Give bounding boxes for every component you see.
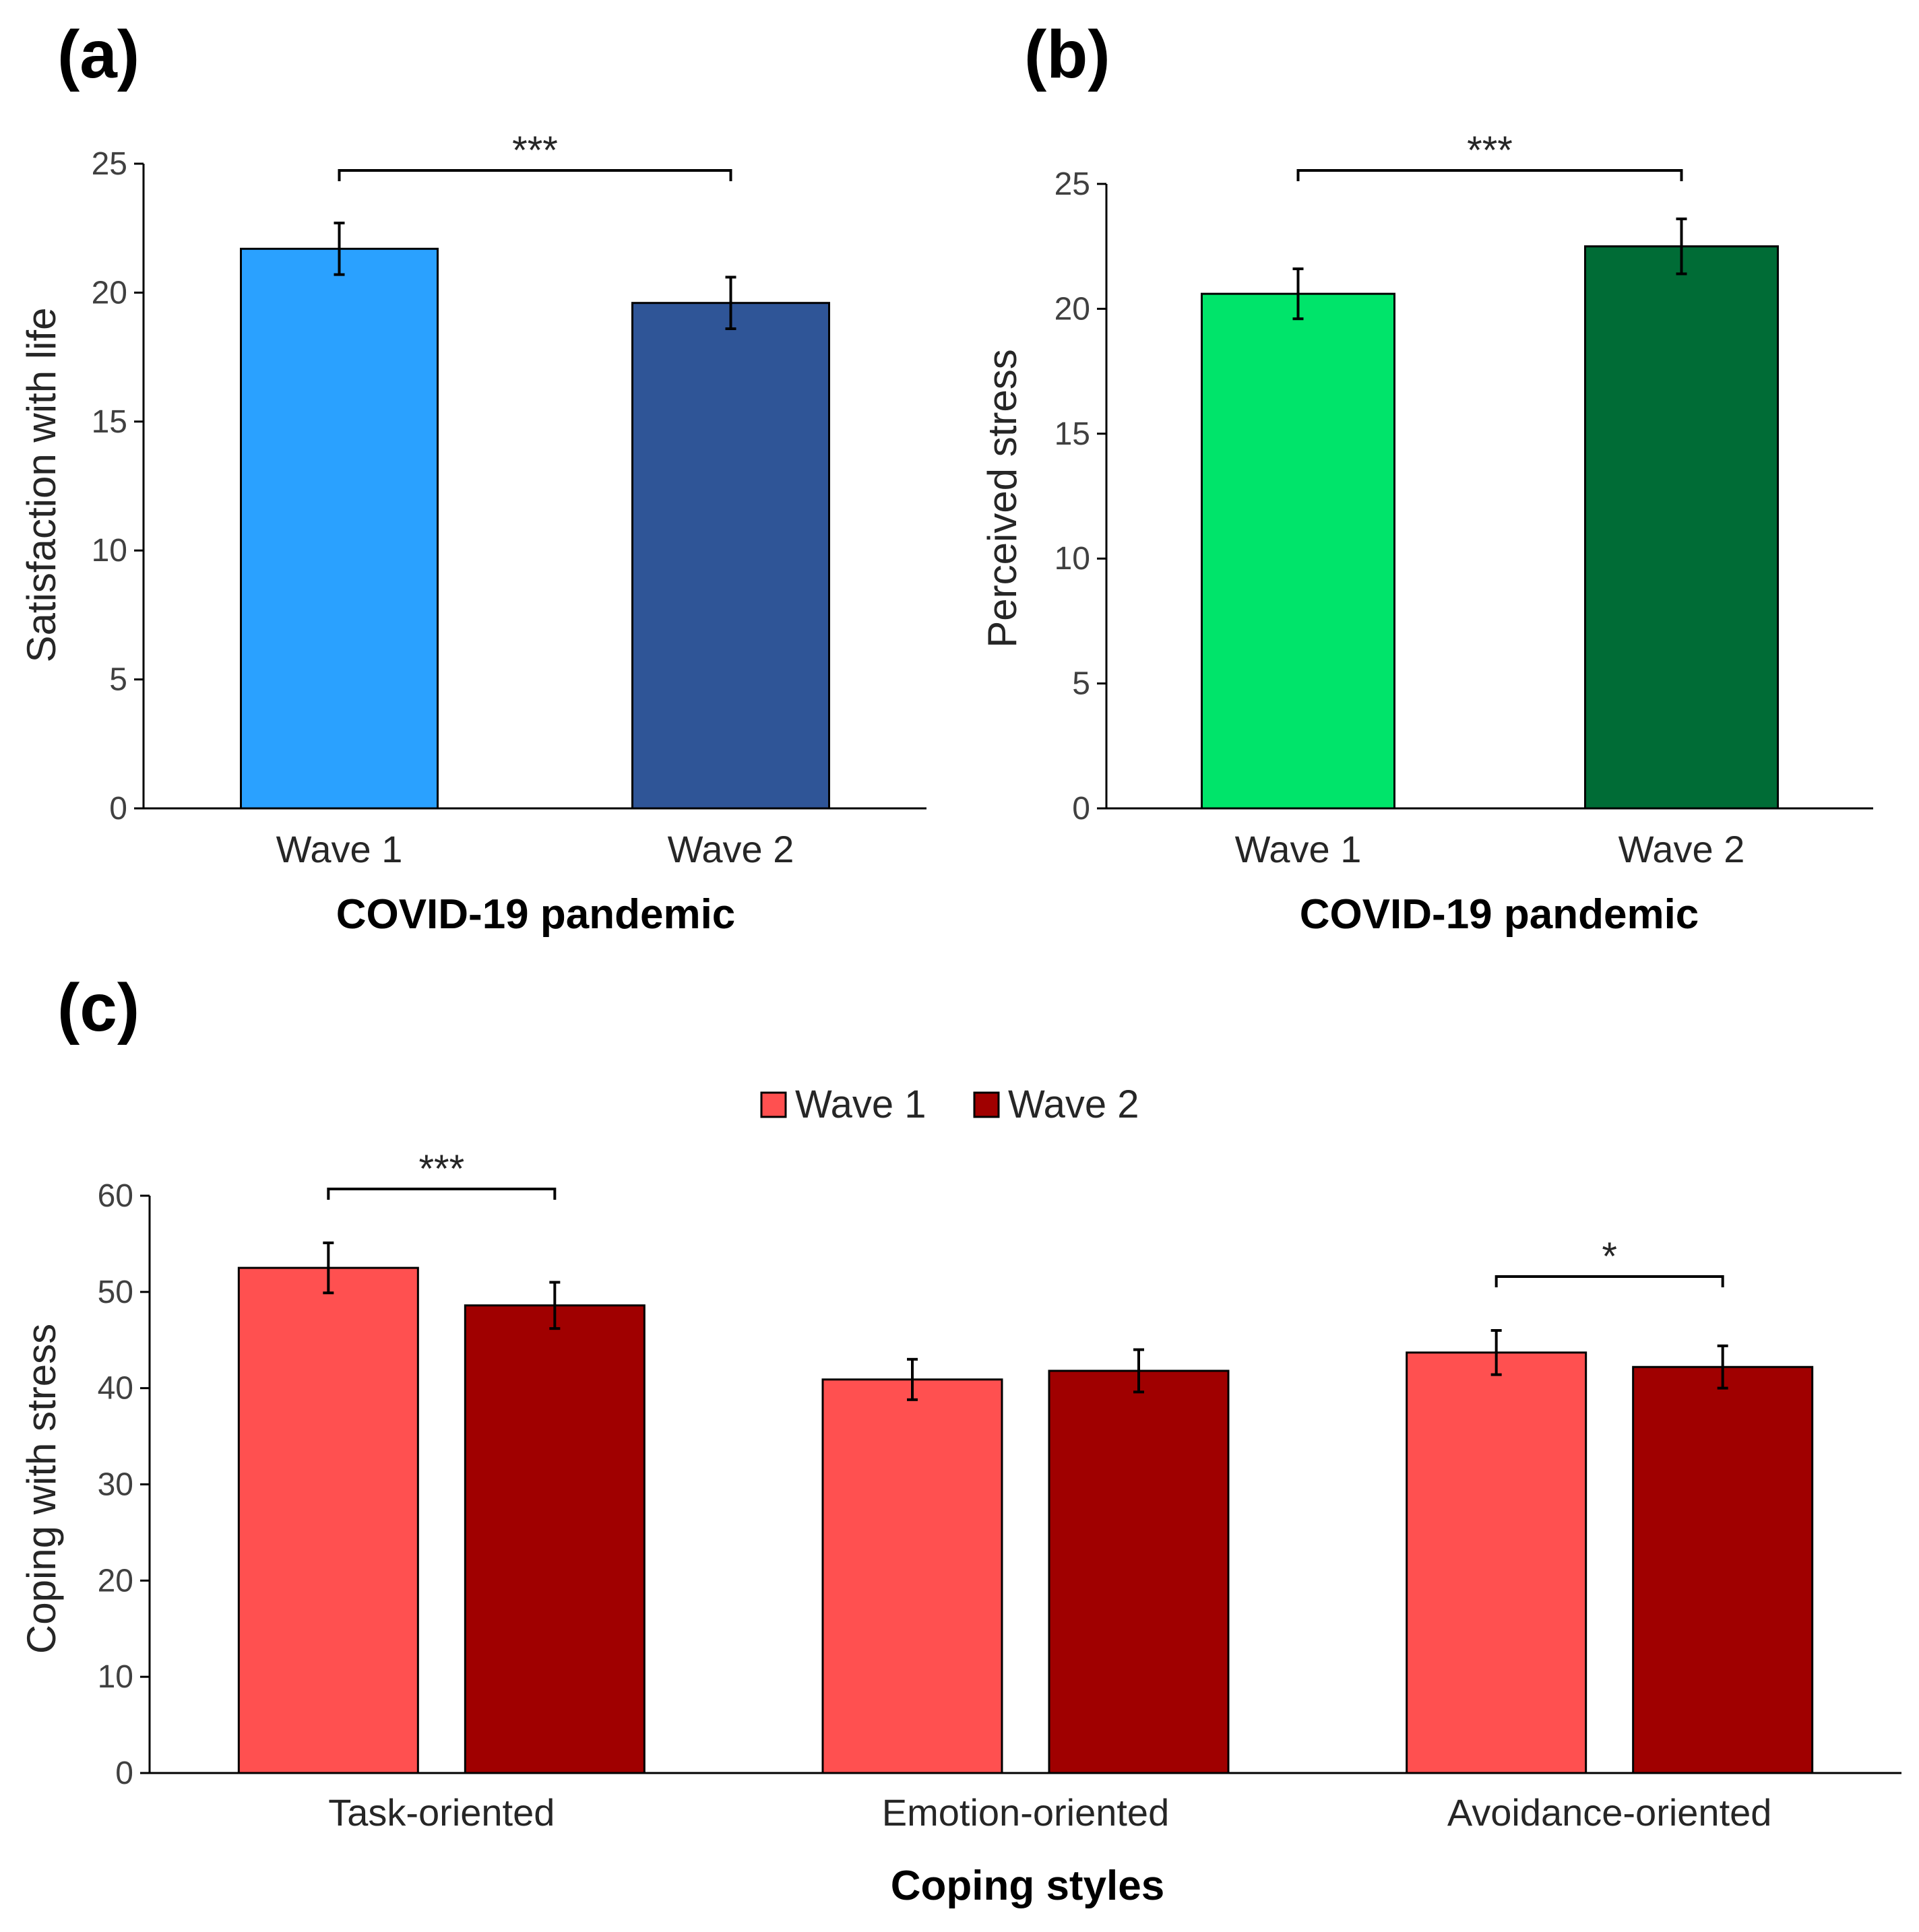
panel-b-significance-label: *** (1467, 129, 1513, 172)
panel-b-y-tick-label: 0 (1072, 791, 1090, 827)
panel-b-y-tick-label: 25 (1055, 166, 1090, 202)
panel-c-y-tick-label: 60 (98, 1178, 133, 1214)
panel-c-y-tick-label: 40 (98, 1371, 133, 1407)
panel-a-y-tick-label: 0 (109, 791, 127, 827)
panel-c-label: (c) (57, 970, 139, 1045)
panel-c-plot-area: 0 10 20 30 40 50 60 Task-oriented Emotion-orient… (98, 1147, 1901, 1834)
panel-a-plot-area: 0 5 10 15 20 25 Wave 1 Wave 2 *** (92, 129, 926, 870)
panel-a-bar-2 (631, 302, 830, 810)
panel-c-y-axis-title: Coping with stress (19, 1324, 64, 1654)
legend-swatch-wave-1 (760, 1091, 787, 1118)
panel-b-y-axis-title: Perceived stress (980, 349, 1025, 648)
panel-b-bar-2 (1584, 245, 1779, 810)
panel-a-y-tick-label: 5 (109, 662, 127, 698)
panel-c-bar-3-series-1 (1406, 1351, 1587, 1774)
panel-c-bar-1-series-1 (237, 1266, 419, 1774)
panel-c-legend: Wave 1 Wave 2 (760, 1083, 1139, 1126)
panel-a-y-tick-label: 15 (92, 404, 127, 440)
panel-b-x-axis-title: COVID-19 pandemic (1300, 891, 1699, 938)
panel-c-y-tick-label: 30 (98, 1467, 133, 1503)
legend-label-wave-1: Wave 1 (795, 1083, 926, 1126)
panel-a-y-tick-label: 20 (92, 275, 127, 311)
panel-c-significance-label: * (1602, 1235, 1617, 1279)
panel-c-x-tick-label: Avoidance-oriented (1447, 1791, 1772, 1834)
panel-b-x-tick-label: Wave 2 (1618, 828, 1745, 870)
panel-c-y-tick-label: 20 (98, 1563, 133, 1599)
panel-b-y-tick-label: 10 (1055, 541, 1090, 577)
panel-c-bar-3-series-2 (1632, 1365, 1814, 1774)
panel-a-bar-1 (240, 247, 439, 810)
panel-b-label: (b) (1024, 17, 1110, 92)
panel-c-x-tick-label: Emotion-oriented (882, 1791, 1169, 1834)
panel-c-x-tick-label: Task-oriented (328, 1791, 555, 1834)
legend-label-wave-2: Wave 2 (1008, 1083, 1139, 1126)
panel-a-y-axis-title: Satisfaction with life (19, 308, 64, 663)
panel-b-y-tick-label: 15 (1055, 416, 1090, 452)
panel-c-bar-2-series-1 (821, 1378, 1003, 1774)
panel-a-significance-bracket (338, 169, 732, 181)
panel-a-y-tick-label: 10 (92, 533, 127, 569)
panel-a: (a) Satisfaction with life COVID-19 pand… (19, 17, 926, 938)
panel-c-y-tick-label: 50 (98, 1275, 133, 1310)
panel-a-y-tick-label: 25 (92, 146, 127, 182)
panel-c-bar-2-series-2 (1048, 1370, 1230, 1774)
panel-a-x-tick-label: Wave 2 (668, 828, 794, 870)
panel-b-y-tick-label: 5 (1072, 666, 1090, 702)
panel-c-significance-bracket (327, 1187, 557, 1200)
panel-c-bar-1-series-2 (464, 1304, 646, 1774)
panel-a-label: (a) (57, 17, 139, 92)
panel-c-significance-label: *** (418, 1147, 464, 1191)
panel-b-bar-1 (1201, 292, 1395, 810)
panel-c-y-tick-label: 0 (115, 1756, 133, 1791)
panel-c-y-tick-label: 10 (98, 1659, 133, 1695)
panel-b-y-tick-label: 20 (1055, 291, 1090, 327)
panel-b: (b) Perceived stress COVID-19 pandemic 0… (980, 17, 1873, 938)
panel-c-x-axis-title: Coping styles (891, 1863, 1165, 1909)
panel-c-significance-bracket (1495, 1275, 1724, 1287)
panel-b-x-tick-label: Wave 1 (1235, 828, 1362, 870)
panel-a-significance-label: *** (512, 129, 558, 172)
panel-b-significance-bracket (1296, 169, 1683, 181)
panel-a-x-tick-label: Wave 1 (276, 828, 403, 870)
panel-c: (c) Coping with stress Coping styles Wav… (19, 970, 1901, 1909)
panel-a-x-axis-title: COVID-19 pandemic (336, 891, 736, 938)
legend-swatch-wave-2 (973, 1091, 1000, 1118)
panel-b-plot-area: 0 5 10 15 20 25 Wave 1 Wave 2 *** (1055, 129, 1873, 870)
